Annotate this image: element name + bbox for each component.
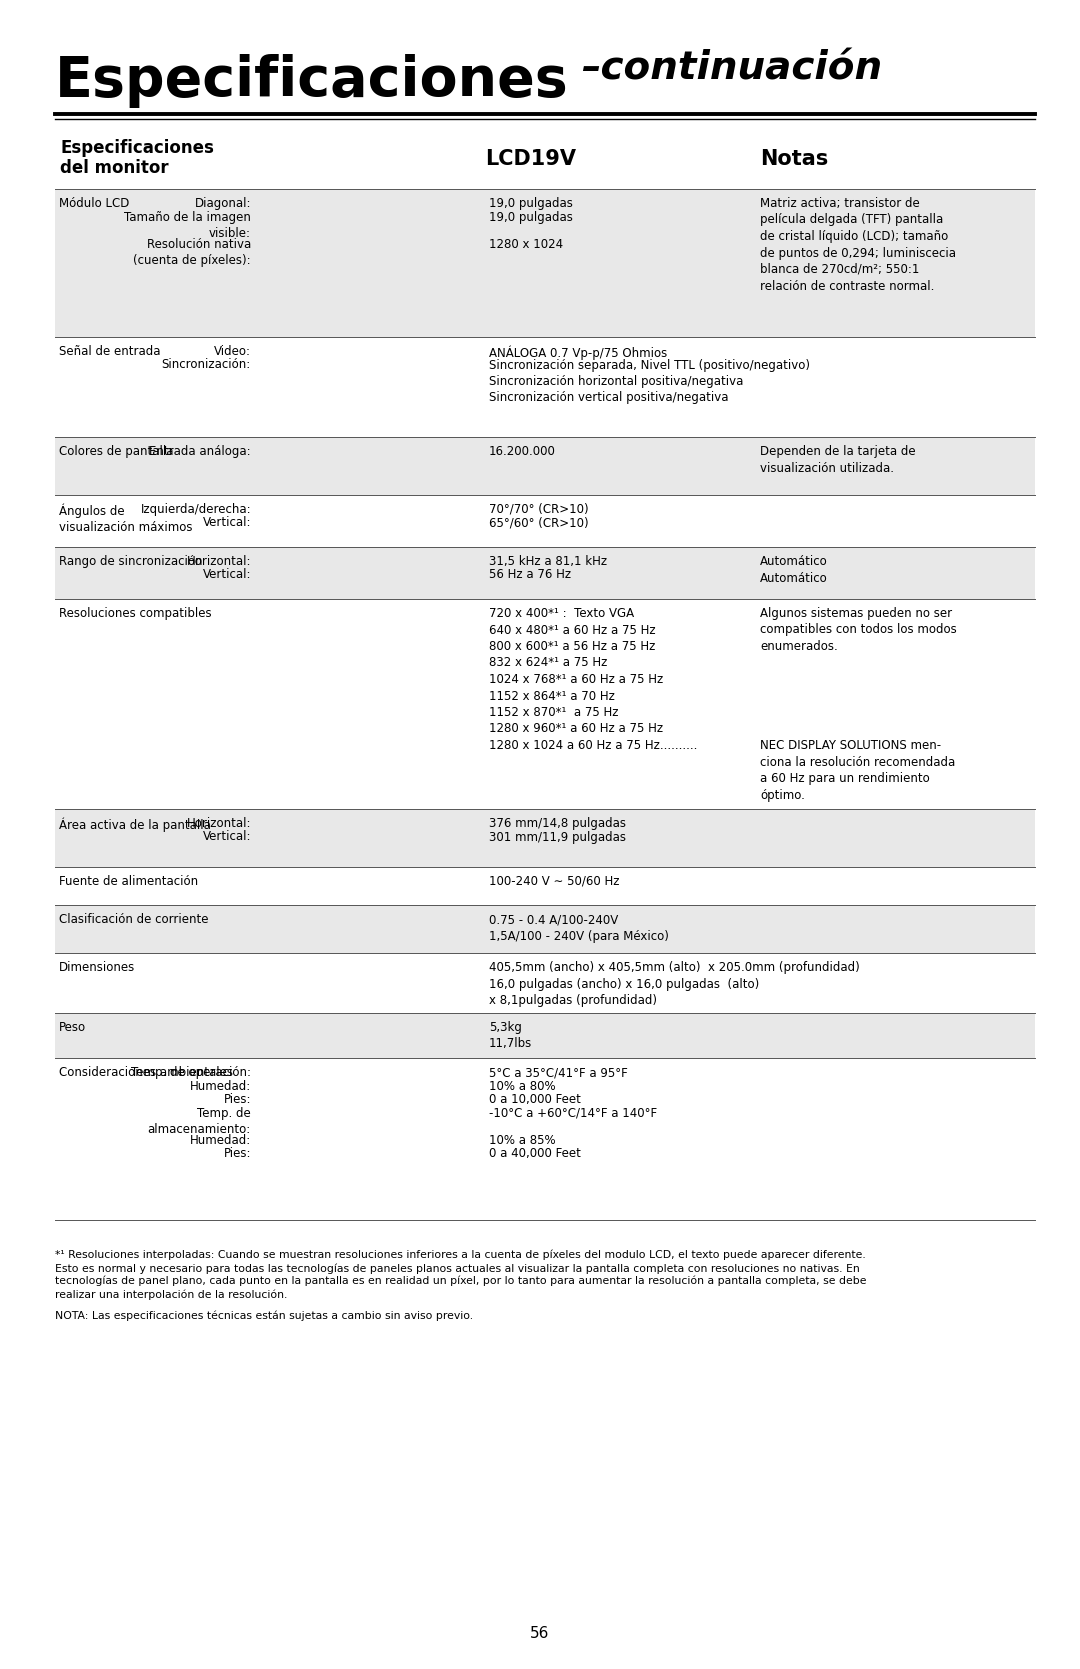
Text: 0.75 - 0.4 A/100-240V
1,5A/100 - 240V (para México): 0.75 - 0.4 A/100-240V 1,5A/100 - 240V (p… [489,913,669,943]
Text: LCD19V: LCD19V [485,149,576,169]
Text: Entrada análoga:: Entrada análoga: [149,446,251,457]
Text: 70°/70° (CR>10): 70°/70° (CR>10) [489,502,589,516]
Text: Dimensiones: Dimensiones [59,961,135,975]
Text: 19,0 pulgadas: 19,0 pulgadas [489,197,572,210]
Bar [55,809,1035,866]
Bar [55,547,1035,599]
Text: 100-240 V ∼ 50/60 Hz: 100-240 V ∼ 50/60 Hz [489,875,620,888]
Text: Vertical:: Vertical: [203,516,251,529]
Text: Resolución nativa
(cuenta de píxeles):: Resolución nativa (cuenta de píxeles): [133,237,251,267]
Text: 405,5mm (ancho) x 405,5mm (alto)  x 205.0mm (profundidad)
16,0 pulgadas (ancho) : 405,5mm (ancho) x 405,5mm (alto) x 205.0… [489,961,860,1006]
Text: Humedad:: Humedad: [190,1133,251,1147]
Text: *¹ Resoluciones interpoladas: Cuando se muestran resoluciones inferiores a la cu: *¹ Resoluciones interpoladas: Cuando se … [55,1250,866,1260]
Bar [55,953,1035,1013]
Text: tecnologías de panel plano, cada punto en la pantalla es en realidad un píxel, p: tecnologías de panel plano, cada punto e… [55,1277,866,1287]
Text: NOTA: Las especificaciones técnicas están sujetas a cambio sin aviso previo.: NOTA: Las especificaciones técnicas está… [55,1310,473,1320]
Text: Horizontal:: Horizontal: [187,556,251,567]
Text: Esto es normal y necesario para todas las tecnologías de paneles planos actuales: Esto es normal y necesario para todas la… [55,1263,860,1273]
Bar [55,599,1035,809]
Text: Especificaciones: Especificaciones [55,53,569,108]
Text: ANÁLOGA 0.7 Vp-p/75 Ohmios: ANÁLOGA 0.7 Vp-p/75 Ohmios [489,345,667,359]
Text: Pies:: Pies: [224,1093,251,1107]
Text: Pies:: Pies: [224,1147,251,1160]
Text: Notas: Notas [760,149,828,169]
Text: Tamaño de la imagen
visible:: Tamaño de la imagen visible: [124,210,251,240]
Text: 1280 x 1024: 1280 x 1024 [489,237,563,250]
Text: Área activa de la pantalla: Área activa de la pantalla [59,818,211,831]
Bar [55,437,1035,496]
Text: Colores de pantalla: Colores de pantalla [59,446,174,457]
Text: 56: 56 [530,1626,550,1641]
Text: Módulo LCD: Módulo LCD [59,197,130,210]
Text: Dependen de la tarjeta de
visualización utilizada.: Dependen de la tarjeta de visualización … [760,446,916,474]
Bar [55,866,1035,905]
Text: Fuente de alimentación: Fuente de alimentación [59,875,198,888]
Text: 31,5 kHz a 81,1 kHz: 31,5 kHz a 81,1 kHz [489,556,607,567]
Text: 0 a 10,000 Feet: 0 a 10,000 Feet [489,1093,581,1107]
Text: Temp. de operación:: Temp. de operación: [131,1066,251,1078]
Bar [55,496,1035,547]
Text: 0 a 40,000 Feet: 0 a 40,000 Feet [489,1147,581,1160]
Text: 19,0 pulgadas: 19,0 pulgadas [489,210,572,224]
Text: Clasificación de corriente: Clasificación de corriente [59,913,208,926]
Text: Rango de sincronización: Rango de sincronización [59,556,203,567]
Text: Sincronización separada, Nivel TTL (positivo/negativo)
Sincronización horizontal: Sincronización separada, Nivel TTL (posi… [489,359,810,404]
Text: realizar una interpolación de la resolución.: realizar una interpolación de la resoluc… [55,1288,287,1300]
Text: Video:: Video: [214,345,251,357]
Text: 10% a 80%: 10% a 80% [489,1080,555,1093]
Text: Ángulos de
visualización máximos: Ángulos de visualización máximos [59,502,192,534]
Text: 376 mm/14,8 pulgadas: 376 mm/14,8 pulgadas [489,818,626,829]
Text: Vertical:: Vertical: [203,831,251,843]
Text: 5,3kg
11,7lbs: 5,3kg 11,7lbs [489,1021,532,1050]
Text: Matriz activa; transistor de
película delgada (TFT) pantalla
de cristal líquido : Matriz activa; transistor de película de… [760,197,956,292]
Text: Horizontal:: Horizontal: [187,818,251,829]
Text: -10°C a +60°C/14°F a 140°F: -10°C a +60°C/14°F a 140°F [489,1107,657,1120]
Bar [55,189,1035,337]
Bar [55,337,1035,437]
Bar [55,1013,1035,1058]
Text: Temp. de
almacenamiento:: Temp. de almacenamiento: [148,1107,251,1137]
Text: Automático
Automático: Automático Automático [760,556,827,584]
Text: Peso: Peso [59,1021,86,1035]
Text: Resoluciones compatibles: Resoluciones compatibles [59,608,212,619]
Text: –continuación: –continuación [581,50,882,88]
Text: 16.200.000: 16.200.000 [489,446,556,457]
Text: 5°C a 35°C/41°F a 95°F: 5°C a 35°C/41°F a 95°F [489,1066,627,1078]
Text: Sincronización:: Sincronización: [162,359,251,372]
Text: 720 x 400*¹ :  Texto VGA
640 x 480*¹ a 60 Hz a 75 Hz
800 x 600*¹ a 56 Hz a 75 Hz: 720 x 400*¹ : Texto VGA 640 x 480*¹ a 60… [489,608,698,753]
Text: Humedad:: Humedad: [190,1080,251,1093]
Text: Diagonal:: Diagonal: [194,197,251,210]
Text: Algunos sistemas pueden no ser
compatibles con todos los modos
enumerados.





: Algunos sistemas pueden no ser compatibl… [760,608,957,801]
Text: 10% a 85%: 10% a 85% [489,1133,555,1147]
Bar [55,905,1035,953]
Text: Especificaciones: Especificaciones [60,139,214,157]
Text: del monitor: del monitor [60,159,168,177]
Bar [55,1058,1035,1220]
Text: Izquierda/derecha:: Izquierda/derecha: [140,502,251,516]
Text: Vertical:: Vertical: [203,569,251,581]
Text: Señal de entrada: Señal de entrada [59,345,161,357]
Text: 65°/60° (CR>10): 65°/60° (CR>10) [489,516,589,529]
Text: Consideraciones ambientales: Consideraciones ambientales [59,1066,233,1078]
Text: 301 mm/11,9 pulgadas: 301 mm/11,9 pulgadas [489,831,626,843]
Text: 56 Hz a 76 Hz: 56 Hz a 76 Hz [489,569,571,581]
